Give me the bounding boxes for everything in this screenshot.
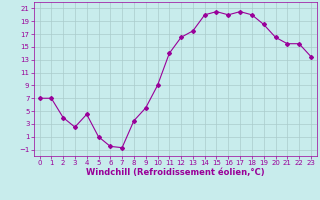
X-axis label: Windchill (Refroidissement éolien,°C): Windchill (Refroidissement éolien,°C) (86, 168, 265, 177)
